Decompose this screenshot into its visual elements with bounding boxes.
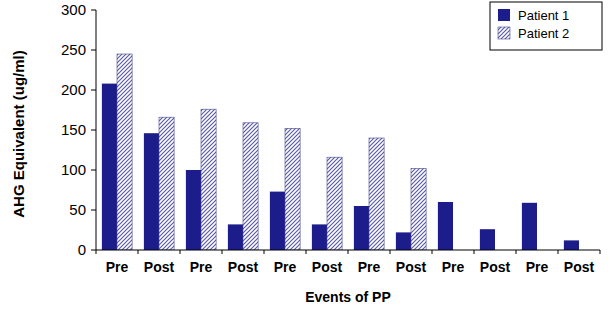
bar (102, 84, 117, 250)
y-tick (91, 170, 96, 171)
x-tick-label: Post (312, 259, 343, 275)
bar (186, 170, 201, 250)
x-tick-label: Post (144, 259, 175, 275)
y-tick-label: 250 (61, 41, 86, 58)
y-tick-label: 150 (61, 121, 86, 138)
chart-container: 0 50 100 150 200 250 300 Pre Post Pre Post Pre Post P… (0, 0, 610, 312)
bar (144, 133, 159, 250)
bar (228, 224, 243, 250)
x-tick (138, 250, 139, 254)
x-tick-label: Pre (442, 259, 465, 275)
x-tick (600, 250, 601, 254)
bar (285, 128, 300, 250)
y-tick-label: 50 (69, 201, 86, 218)
y-axis-label: AHG Equivalent (ug/ml) (10, 50, 27, 218)
legend-label: Patient 2 (518, 26, 569, 41)
legend-swatch (498, 27, 510, 39)
bar (159, 117, 174, 250)
x-tick-label: Post (564, 259, 595, 275)
x-tick (516, 250, 517, 254)
y-tick-label: 300 (61, 1, 86, 18)
legend-label: Patient 1 (518, 8, 569, 23)
x-tick-label: Pre (526, 259, 549, 275)
y-tick (91, 50, 96, 51)
bar (243, 123, 258, 250)
x-tick-label: Pre (106, 259, 129, 275)
x-tick (558, 250, 559, 254)
x-tick (306, 250, 307, 254)
bar (480, 229, 495, 250)
y-tick (91, 130, 96, 131)
chart-svg: 0 50 100 150 200 250 300 Pre Post Pre Post Pre Post P… (0, 0, 610, 312)
y-tick (91, 10, 96, 11)
bar (396, 232, 411, 250)
bar (522, 203, 537, 250)
y-tick-label: 100 (61, 161, 86, 178)
x-tick (264, 250, 265, 254)
bars (102, 54, 579, 250)
bar (201, 109, 216, 250)
x-tick-label: Post (228, 259, 259, 275)
x-tick-label: Pre (274, 259, 297, 275)
legend: Patient 1 Patient 2 (490, 2, 602, 50)
bar (270, 192, 285, 250)
y-tick (91, 90, 96, 91)
bar (117, 54, 132, 250)
x-tick (180, 250, 181, 254)
x-tick (96, 250, 97, 254)
x-tick (390, 250, 391, 254)
x-tick-label: Pre (358, 259, 381, 275)
y-tick (91, 210, 96, 211)
x-axis-label: Events of PP (305, 289, 391, 305)
bar (312, 224, 327, 250)
legend-swatch (498, 9, 510, 21)
bar (411, 168, 426, 250)
legend-box (490, 2, 602, 50)
y-tick-label: 0 (78, 241, 86, 258)
x-tick-label: Post (480, 259, 511, 275)
bar (369, 138, 384, 250)
x-tick (348, 250, 349, 254)
x-tick-label: Post (396, 259, 427, 275)
bar (564, 240, 579, 250)
x-tick (432, 250, 433, 254)
bar (354, 206, 369, 250)
bar (438, 202, 453, 250)
x-tick (474, 250, 475, 254)
bar (327, 157, 342, 250)
x-tick (222, 250, 223, 254)
y-tick (91, 250, 96, 251)
y-tick-label: 200 (61, 81, 86, 98)
x-tick-label: Pre (190, 259, 213, 275)
